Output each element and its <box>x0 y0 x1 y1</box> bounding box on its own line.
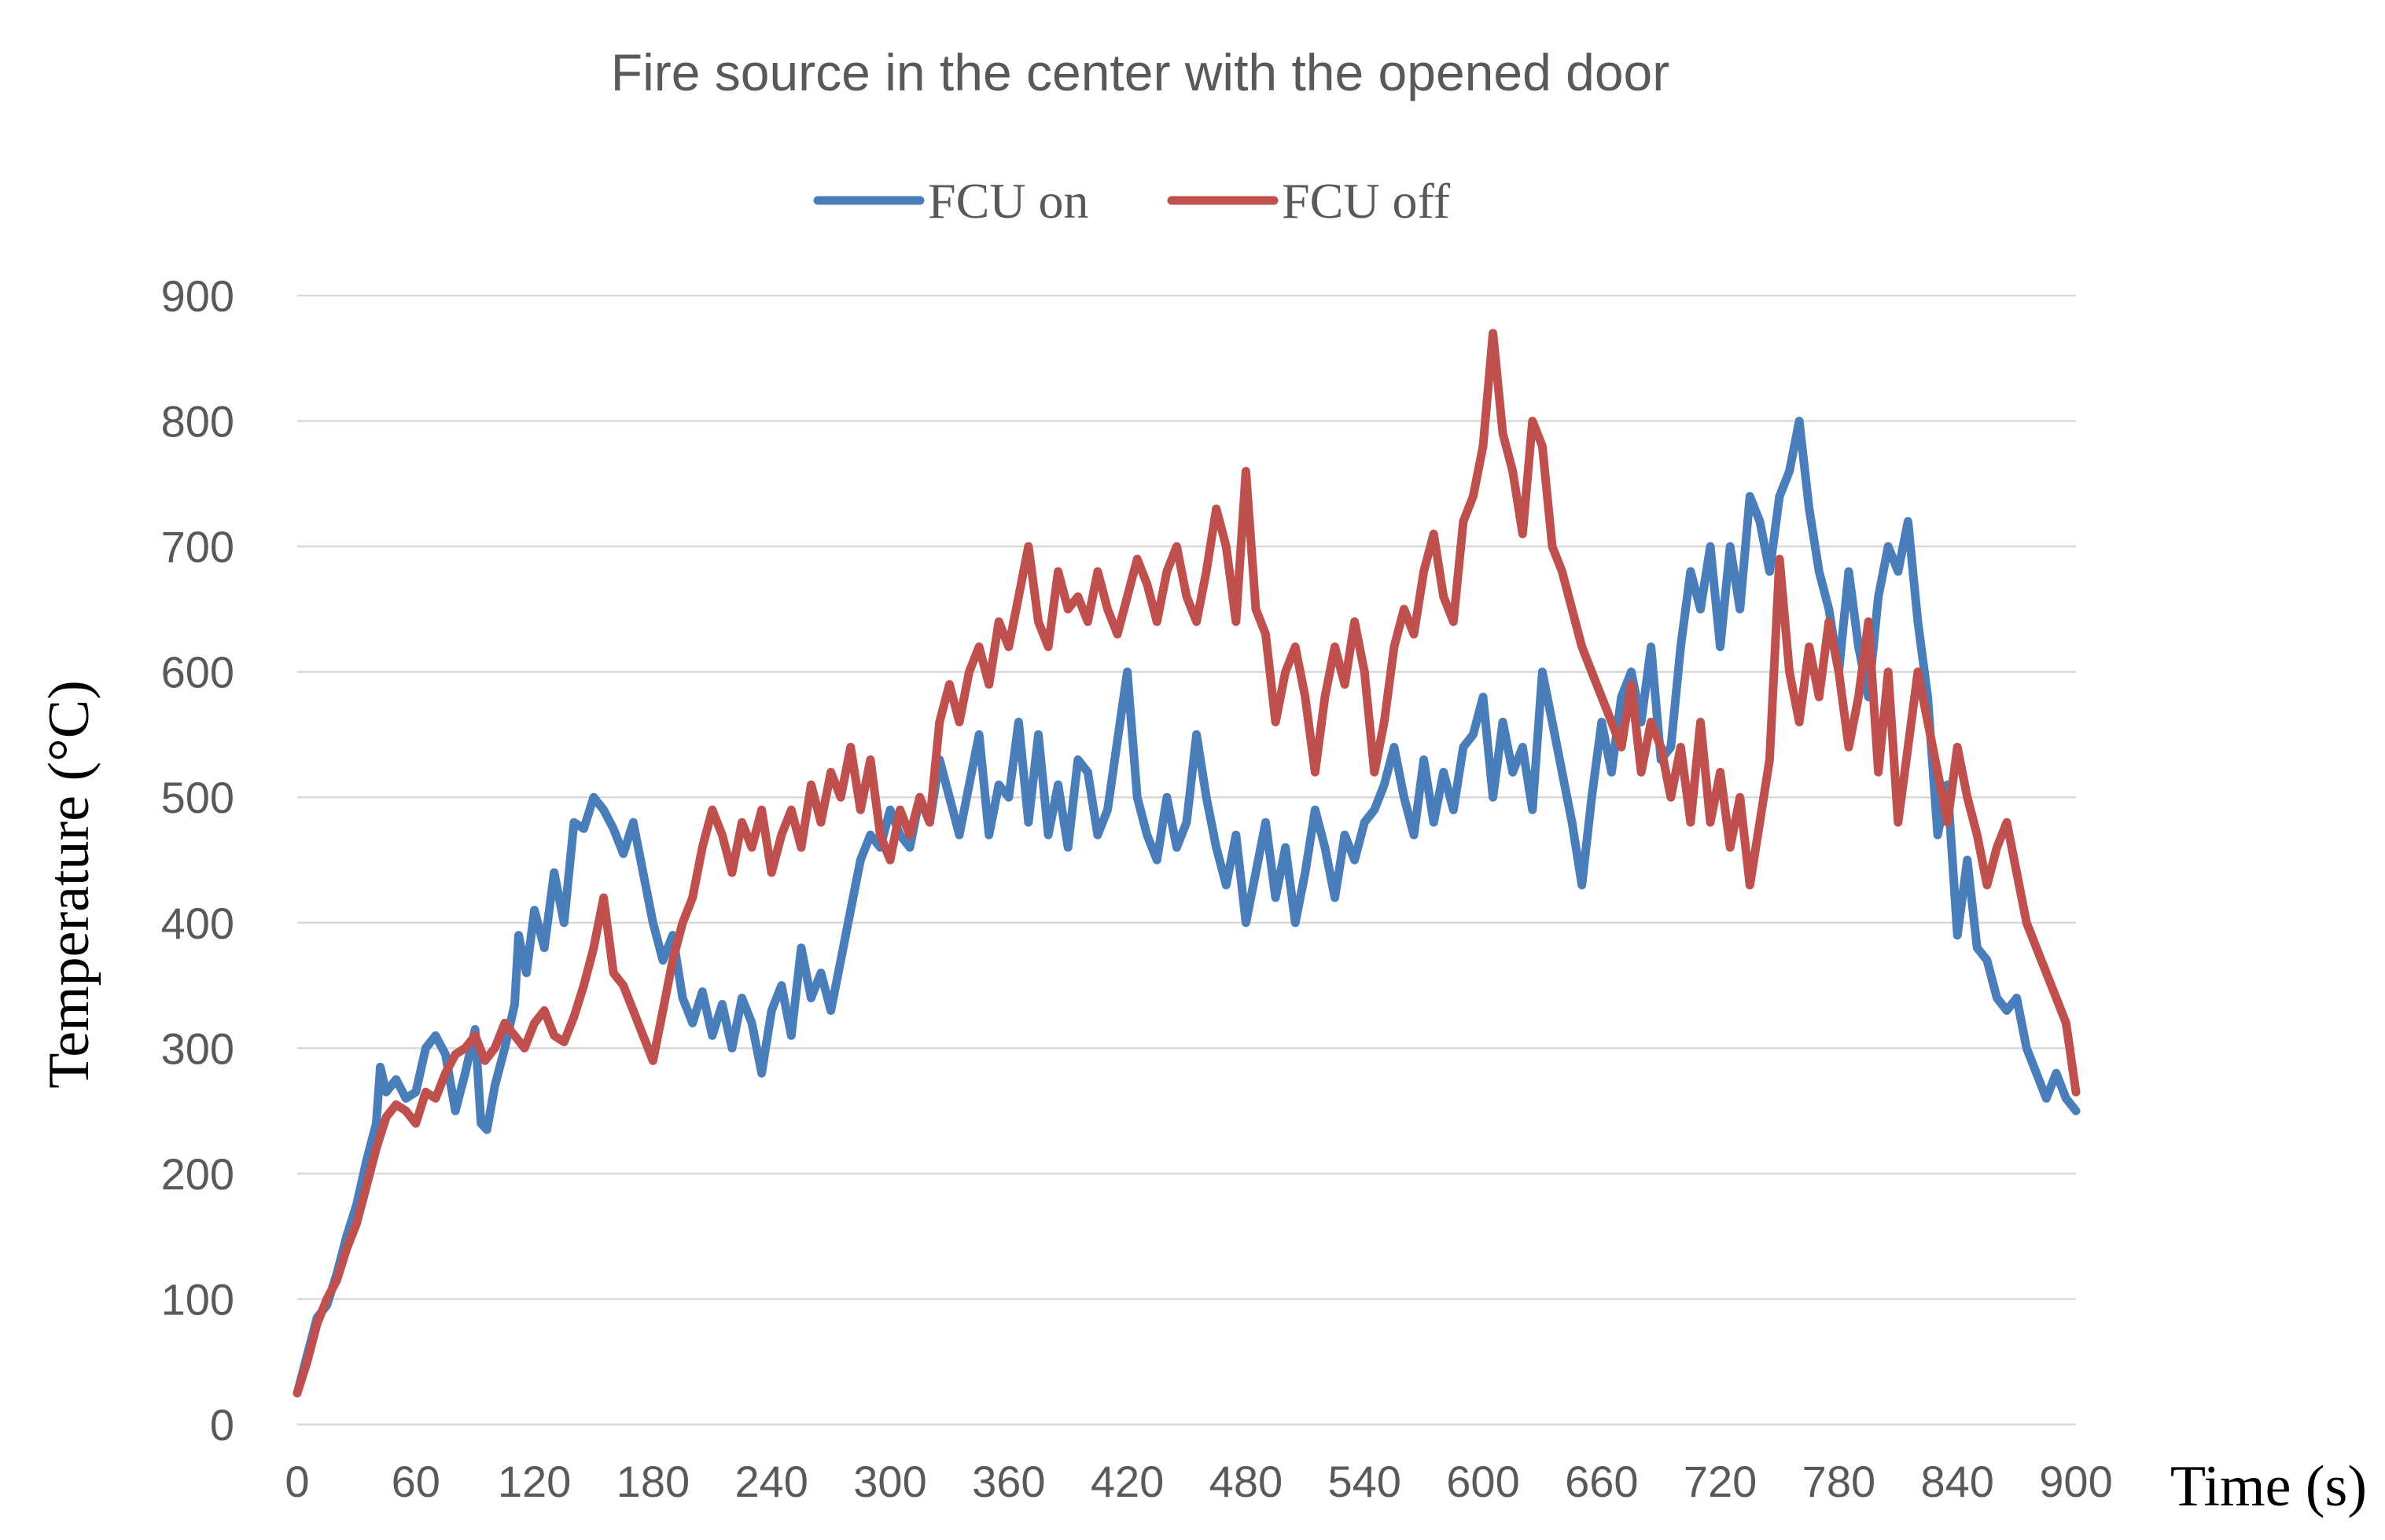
x-tick-label: 0 <box>285 1457 309 1506</box>
x-tick-label: 180 <box>616 1457 690 1506</box>
legend-label: FCU off <box>1282 173 1451 229</box>
x-tick-label: 480 <box>1209 1457 1283 1506</box>
y-tick-label: 200 <box>161 1149 234 1199</box>
x-tick-label: 60 <box>392 1457 440 1506</box>
y-axis-title: Temperature (°C) <box>37 680 101 1089</box>
y-tick-label: 300 <box>161 1024 234 1073</box>
series-line-fcu-on <box>293 417 2081 1398</box>
x-tick-label: 780 <box>1802 1457 1875 1506</box>
y-tick-label: 0 <box>210 1400 234 1450</box>
x-axis-ticks: 0 60 120 180 240 300 360 420 480 540 600 660 720 780 8… <box>285 1457 2112 1506</box>
y-axis-ticks: 0 100 200 300 400 500 600 700 800 900 <box>161 271 234 1450</box>
y-tick-label: 900 <box>161 271 234 321</box>
y-tick-label: 400 <box>161 899 234 948</box>
x-tick-label: 900 <box>2039 1457 2112 1506</box>
x-tick-label: 300 <box>853 1457 926 1506</box>
gridlines <box>297 294 2076 1426</box>
legend: FCU on FCU off <box>813 173 1451 229</box>
legend-label: FCU on <box>928 173 1089 229</box>
y-tick-label: 800 <box>161 397 234 447</box>
legend-item: FCU on <box>813 173 1089 229</box>
x-tick-label: 540 <box>1327 1457 1400 1506</box>
x-tick-label: 420 <box>1091 1457 1164 1506</box>
series-line-fcu-off <box>293 329 2081 1398</box>
y-tick-label: 100 <box>161 1274 234 1324</box>
x-tick-label: 240 <box>734 1457 808 1506</box>
y-tick-label: 600 <box>161 648 234 697</box>
x-axis-title: Time (s) <box>2170 1454 2367 1519</box>
x-tick-label: 660 <box>1565 1457 1638 1506</box>
x-tick-label: 120 <box>498 1457 571 1506</box>
legend-item: FCU off <box>1167 173 1451 229</box>
x-tick-label: 840 <box>1920 1457 1993 1506</box>
x-tick-label: 360 <box>972 1457 1045 1506</box>
y-tick-label: 500 <box>161 773 234 822</box>
x-tick-label: 600 <box>1446 1457 1519 1506</box>
series-lines <box>293 329 2081 1398</box>
x-tick-label: 720 <box>1684 1457 1757 1506</box>
y-tick-label: 700 <box>161 522 234 572</box>
chart-title: Fire source in the center with the opene… <box>611 43 1669 101</box>
